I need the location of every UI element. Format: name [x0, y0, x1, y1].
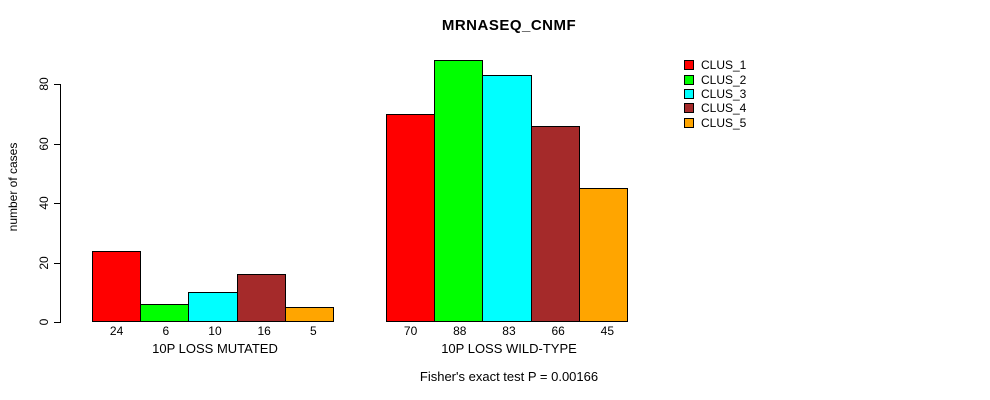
legend-row: CLUS_5	[684, 116, 746, 130]
y-axis-line	[60, 84, 61, 323]
legend-label: CLUS_1	[701, 58, 747, 73]
legend-swatch-icon	[684, 117, 694, 128]
bar-value-label: 66	[551, 324, 565, 338]
bar-value-label: 10	[208, 324, 222, 338]
bar-value-labels: 70 88 83 66 45	[386, 324, 632, 338]
bar-clus_3	[482, 75, 532, 322]
bar-clus_4	[236, 274, 286, 322]
bar-clus_2	[140, 304, 190, 322]
y-tick-label: 40	[37, 196, 51, 210]
bar-value-label: 88	[453, 324, 467, 338]
legend-label: CLUS_2	[701, 72, 747, 87]
bar-value-label: 24	[109, 324, 124, 338]
bars-row	[386, 0, 632, 322]
legend-label: CLUS_3	[701, 86, 747, 101]
fisher-test-caption: Fisher's exact test P = 0.00166	[419, 369, 599, 384]
bar-value-label: 16	[257, 324, 271, 338]
bar-clus_1	[386, 113, 436, 322]
bar-group: 24 6 10 16 5 10P LOSS MUTATED	[92, 0, 338, 400]
y-axis-label: number of cases	[6, 142, 20, 232]
y-tick-label: 0	[37, 318, 51, 326]
legend-swatch-icon	[684, 103, 694, 114]
y-tick-label: 60	[37, 136, 51, 151]
legend-swatch-icon	[684, 88, 694, 99]
bar-value-labels: 24 6 10 16 5	[92, 324, 338, 338]
bar-clus_2	[434, 60, 484, 322]
bar-group: 70 88 83 66 45 10P LOSS WILD-TYPE	[386, 0, 632, 400]
bars-row	[92, 0, 338, 322]
legend-row: CLUS_3	[684, 87, 746, 101]
bar-clus_1	[92, 250, 142, 322]
bar-clus_3	[188, 292, 238, 322]
y-tick-mark	[54, 262, 60, 264]
y-tick-label: 20	[37, 255, 51, 270]
bar-value-label: 83	[502, 324, 516, 338]
bar-value-label: 45	[600, 324, 615, 338]
bar-value-label: 6	[162, 324, 170, 338]
legend-row: CLUS_2	[684, 72, 747, 87]
bar-value-label: 5	[310, 324, 317, 338]
legend: CLUS_1 CLUS_2 CLUS_3 CLUS_4 CLUS_5	[684, 58, 746, 130]
y-tick-mark	[54, 203, 60, 204]
legend-label: CLUS_5	[701, 115, 747, 130]
y-tick-mark	[54, 84, 60, 85]
group-label: 10P LOSS WILD-TYPE	[441, 341, 577, 356]
legend-swatch-icon	[684, 60, 694, 71]
legend-row: CLUS_1	[684, 58, 746, 72]
bar-value-label: 70	[403, 324, 418, 338]
bar-clus_5	[284, 307, 334, 322]
legend-swatch-icon	[684, 74, 694, 85]
chart-title: MRNASEQ_CNMF	[441, 17, 577, 34]
group-label: 10P LOSS MUTATED	[152, 341, 278, 356]
y-tick-label: 80	[37, 77, 51, 91]
y-tick-mark	[54, 322, 60, 323]
bar-clus_5	[578, 188, 628, 322]
legend-label: CLUS_4	[701, 101, 747, 116]
legend-row: CLUS_4	[684, 101, 746, 115]
y-tick-mark	[54, 143, 60, 145]
bar-clus_4	[530, 125, 580, 322]
